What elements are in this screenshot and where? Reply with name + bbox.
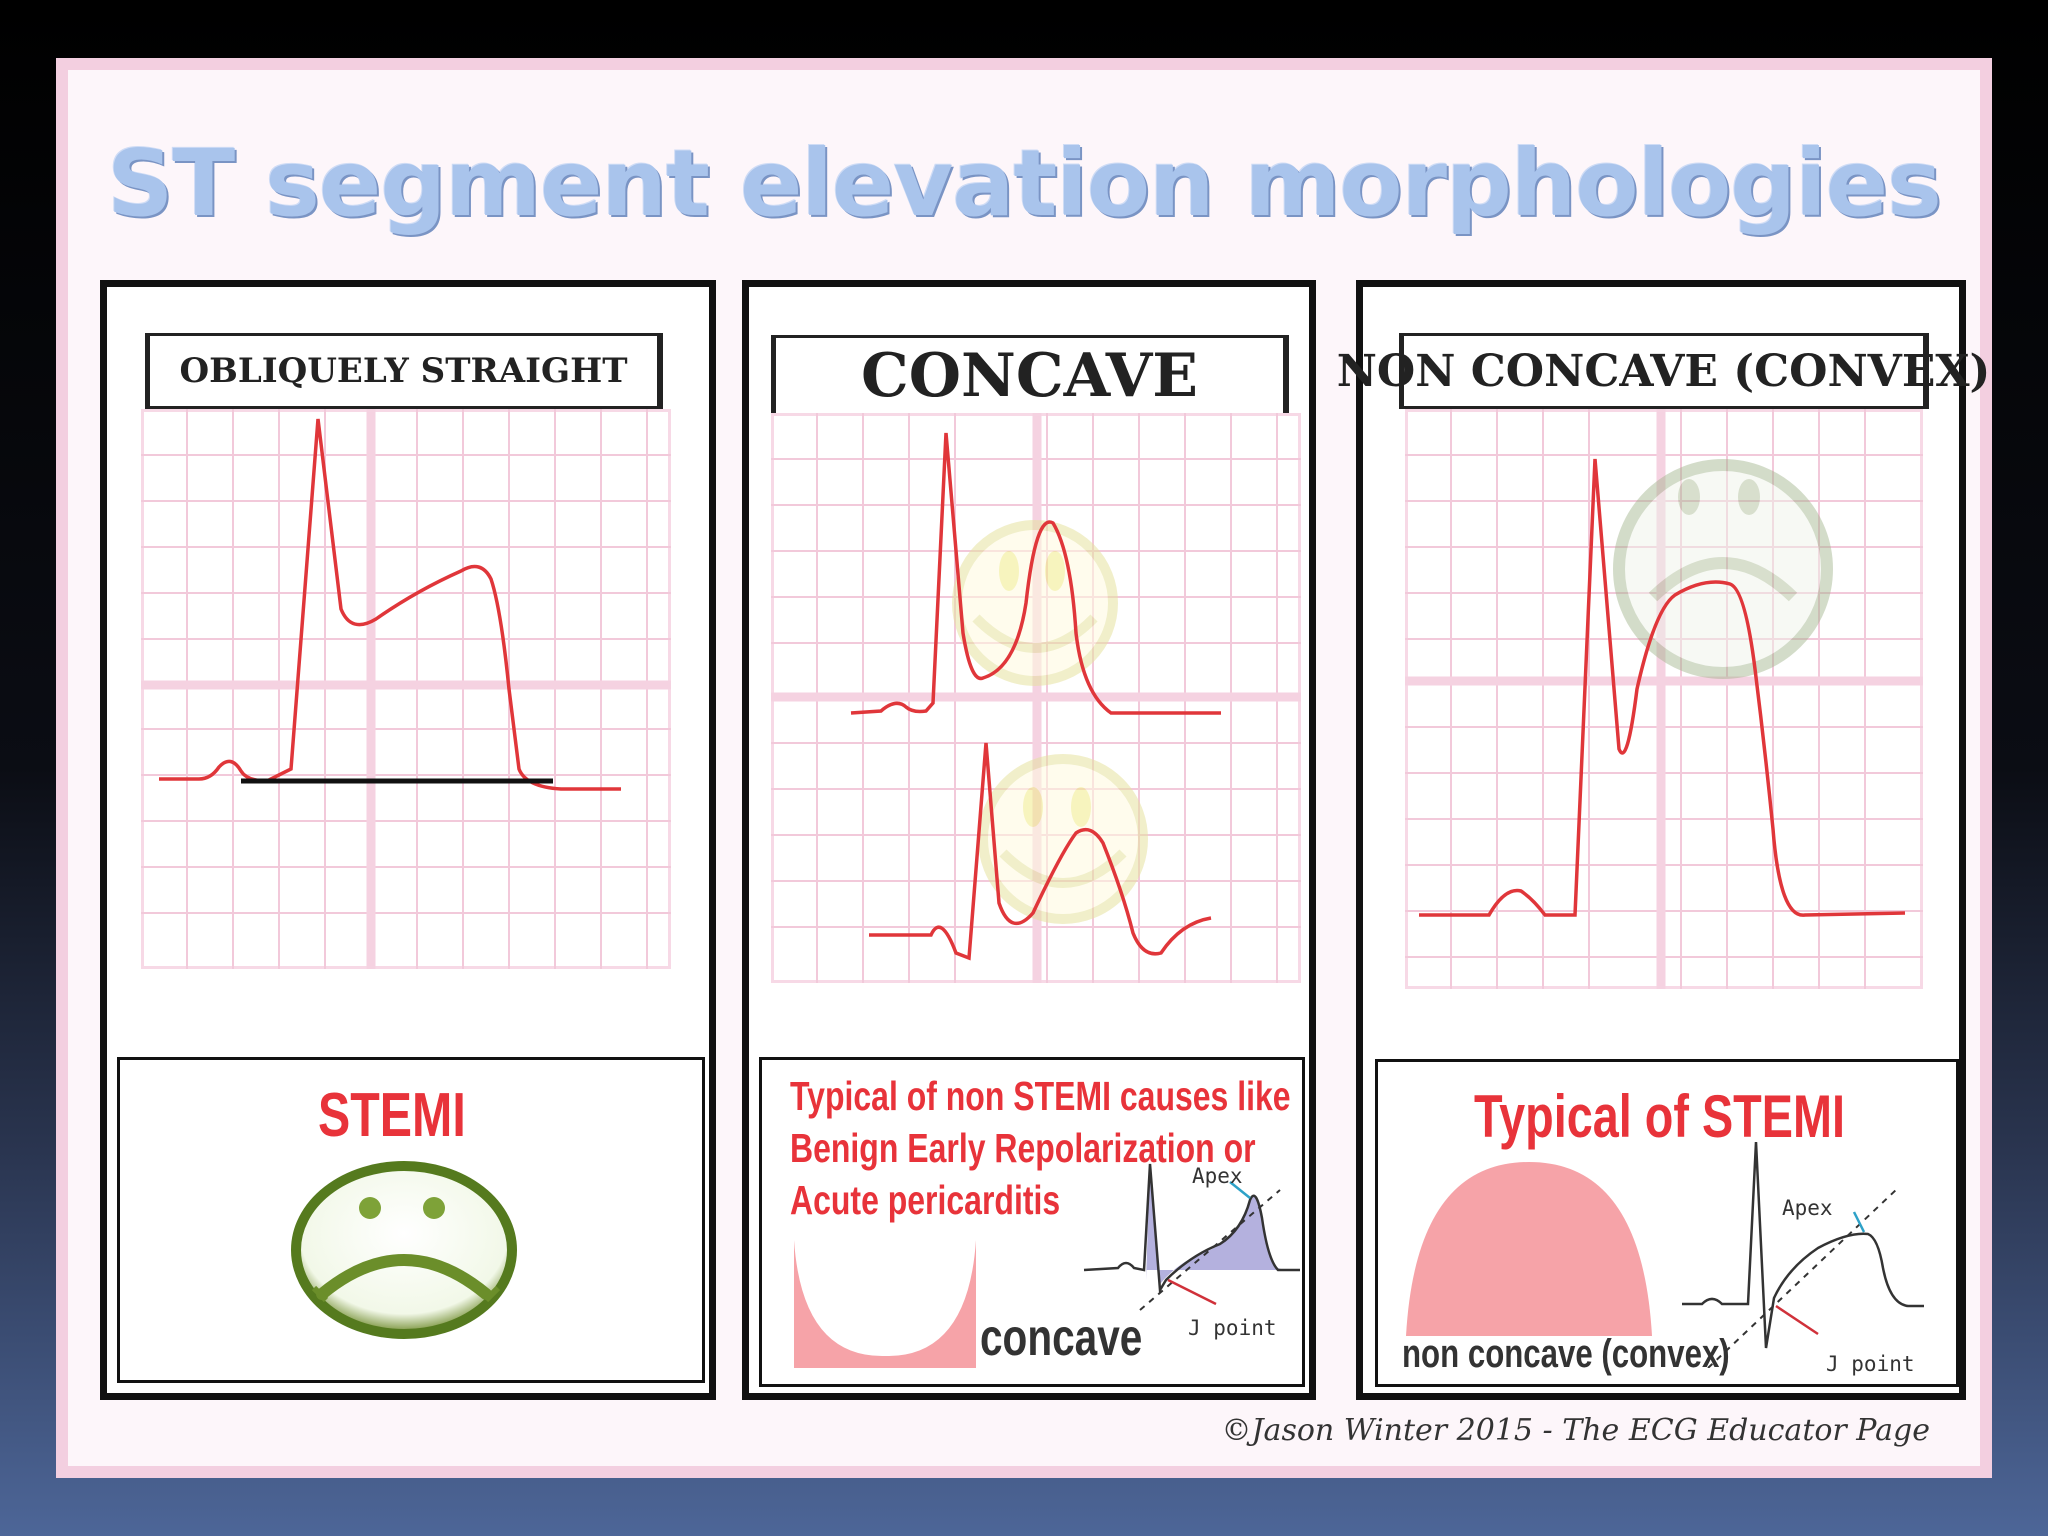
concave-label: concave: [980, 1309, 1143, 1367]
ecg-trace: [1419, 458, 1906, 917]
caption-typical-stemi: Typical of STEMI: [1474, 1083, 1845, 1150]
caption-line-3: Acute pericarditis: [790, 1177, 1061, 1223]
panel-header: NON CONCAVE (CONVEX): [1337, 333, 1990, 409]
apex-label: Apex: [1782, 1196, 1833, 1220]
apex-label: Apex: [1192, 1164, 1243, 1188]
credit-text: ©Jason Winter 2015 - The ECG Educator Pa…: [1221, 1413, 1930, 1448]
panel-non-concave-convex: NON CONCAVE (CONVEX) Typical of STEMI no…: [1337, 280, 1990, 1400]
ecg-chart-convex: [1405, 409, 1923, 989]
ecg-trace: [159, 418, 621, 791]
caption-box: STEMI: [117, 1057, 705, 1383]
ecg-chart-obliquely-straight: [141, 409, 671, 969]
concave-shape-icon: [794, 1240, 976, 1368]
concave-ecg-diagram: [1083, 1163, 1300, 1311]
slide: ST segment elevation morphologies OBLIQU…: [56, 58, 1992, 1478]
sad-face-icon: [1613, 459, 1833, 679]
convex-label: non concave (convex): [1402, 1332, 1730, 1376]
ecg-grid: [141, 409, 671, 969]
ecg-trace-top: [850, 432, 1221, 715]
convex-shape-icon: [1406, 1162, 1652, 1336]
sad-face-icon: [291, 1161, 517, 1339]
smiley-face-icon: [952, 520, 1118, 686]
panel-obliquely-straight: OBLIQUELY STRAIGHT STEMI: [100, 280, 716, 1400]
panel-concave: CONCAVE Typical of non: [742, 280, 1316, 1400]
page-title: ST segment elevation morphologies: [107, 130, 1942, 237]
caption-line-1: Typical of non STEMI causes like: [790, 1073, 1291, 1119]
panel-header: CONCAVE: [771, 335, 1289, 417]
j-point-label: J point: [1188, 1316, 1277, 1340]
smiley-face-icon: [978, 754, 1148, 924]
ecg-trace-bottom: [869, 742, 1212, 961]
ecg-grid: [1405, 409, 1923, 989]
caption-stemi: STEMI: [318, 1081, 466, 1150]
j-point-label: J point: [1826, 1352, 1915, 1376]
caption-line-2: Benign Early Repolarization or: [790, 1125, 1256, 1171]
caption-box: Typical of STEMI non concave (convex) Ap…: [1375, 1059, 1959, 1387]
convex-ecg-diagram: [1682, 1141, 1924, 1368]
ecg-chart-concave: [771, 413, 1301, 983]
caption-box: Typical of non STEMI causes like Benign …: [759, 1057, 1305, 1387]
panel-header: OBLIQUELY STRAIGHT: [145, 333, 663, 409]
